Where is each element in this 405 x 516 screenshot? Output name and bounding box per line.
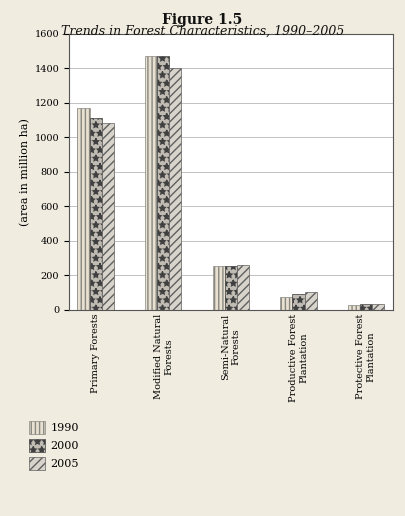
Text: Figure 1.5: Figure 1.5 [162, 13, 243, 27]
Bar [237, 265, 249, 310]
Legend: 1990, 2000, 2005: 1990, 2000, 2005 [29, 421, 79, 470]
Bar [169, 68, 181, 310]
Bar [348, 305, 360, 310]
Bar [292, 294, 305, 310]
Bar [213, 266, 225, 310]
Bar [145, 56, 157, 310]
Bar [360, 304, 372, 310]
Bar [90, 118, 102, 310]
Y-axis label: (area in million ha): (area in million ha) [20, 118, 30, 225]
Bar [280, 297, 292, 310]
Bar [102, 123, 114, 310]
Bar [225, 266, 237, 310]
Bar [157, 56, 169, 310]
Bar [305, 293, 317, 310]
Bar [77, 108, 90, 310]
Text: Trends in Forest Characteristics, 1990–2005: Trends in Forest Characteristics, 1990–2… [61, 25, 344, 38]
Bar [372, 303, 384, 310]
